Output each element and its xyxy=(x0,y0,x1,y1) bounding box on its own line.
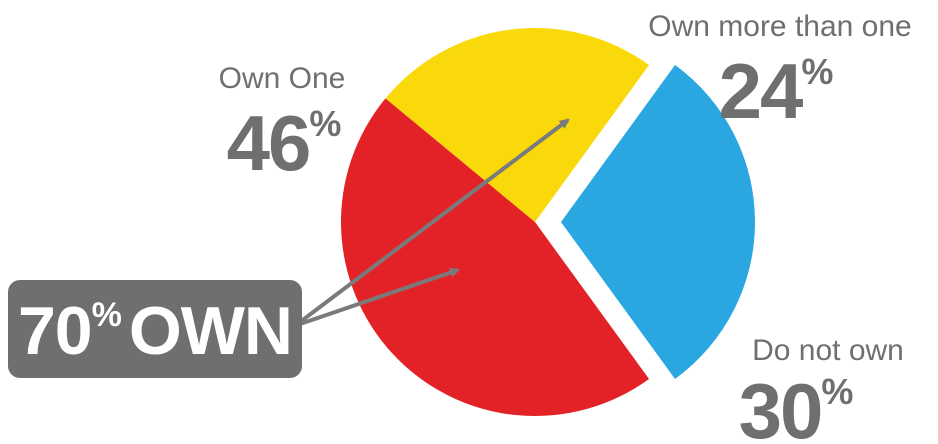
slice-do-not-own xyxy=(561,65,755,379)
label-do-not-own: Do not own xyxy=(752,334,904,367)
label-own-one: Own One xyxy=(219,62,346,95)
slice-own-more-than-one xyxy=(385,28,650,223)
callout-box xyxy=(8,280,302,378)
arrow-to-own-one xyxy=(299,267,460,326)
callout-text: 70% OWN xyxy=(18,293,292,369)
pie-slices xyxy=(341,28,755,416)
slice-own-one xyxy=(341,98,650,416)
arrow-to-own-more xyxy=(298,118,570,324)
label-own-more-than-one: Own more than one xyxy=(648,10,911,43)
value-own-one: 46% xyxy=(227,99,342,187)
value-own-more-than-one: 24% xyxy=(719,47,834,135)
value-do-not-own: 30% xyxy=(739,367,854,444)
